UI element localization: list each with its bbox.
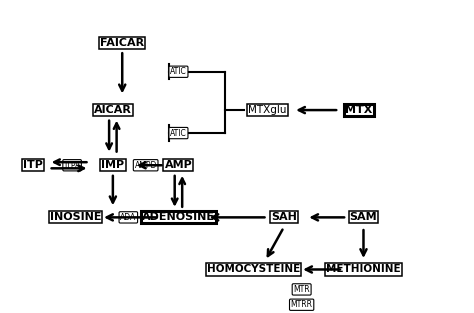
Text: ITP: ITP (23, 160, 43, 170)
Text: MTXglu: MTXglu (248, 105, 287, 115)
Text: SAH: SAH (271, 212, 297, 222)
Text: MTR: MTR (293, 285, 310, 294)
Text: ATIC: ATIC (170, 67, 187, 76)
Text: MTX: MTX (345, 105, 373, 115)
Text: INOSINE: INOSINE (50, 212, 101, 222)
Text: ATIC: ATIC (170, 129, 187, 138)
Text: IMP: IMP (101, 160, 124, 170)
Text: ADA: ADA (120, 213, 137, 222)
Text: ADENOSINE: ADENOSINE (142, 212, 215, 222)
Text: MTRR: MTRR (291, 300, 313, 309)
Text: METHIONINE: METHIONINE (326, 264, 401, 275)
Text: FAICAR: FAICAR (100, 38, 144, 48)
Text: HOMOCYSTEINE: HOMOCYSTEINE (207, 264, 300, 275)
Text: AICAR: AICAR (94, 105, 132, 115)
Text: ITPA: ITPA (64, 161, 80, 170)
Text: SAM: SAM (350, 212, 377, 222)
Text: AMP: AMP (164, 160, 192, 170)
Text: AMPD: AMPD (135, 161, 157, 170)
